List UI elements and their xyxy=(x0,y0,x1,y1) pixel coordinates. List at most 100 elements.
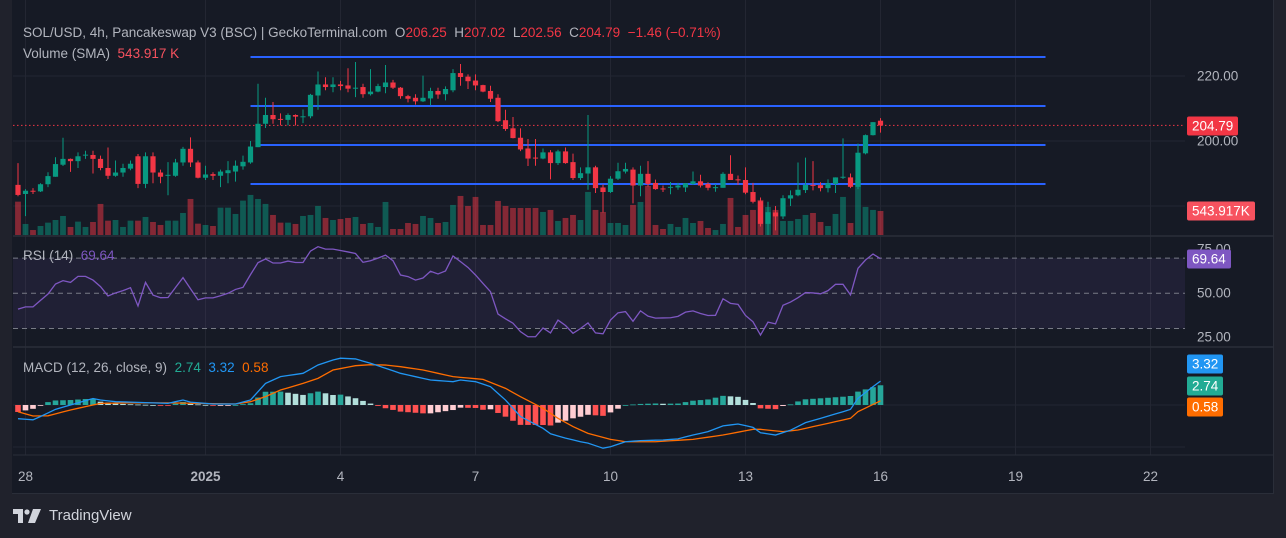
time-tick: 16 xyxy=(872,469,889,484)
candle-body xyxy=(247,146,254,163)
low-value: 202.56 xyxy=(520,25,562,40)
symbol-title: SOL/USD, 4h, Pancakeswap V3 (BSC) | Geck… xyxy=(23,25,388,40)
candle-body xyxy=(120,167,126,173)
change-value: −1.46 (−0.71%) xyxy=(627,25,721,40)
macd-histogram-bar xyxy=(862,389,869,405)
macd-histogram-bar xyxy=(495,405,501,413)
macd-histogram-bar xyxy=(217,405,224,406)
macd-pane xyxy=(15,357,884,449)
macd-histogram-bar xyxy=(532,405,539,425)
candle-body xyxy=(67,158,74,162)
macd-histogram-bar xyxy=(315,391,321,405)
symbol-legend[interactable]: SOL/USD, 4h, Pancakeswap V3 (BSC) | Geck… xyxy=(23,25,721,40)
candle-body xyxy=(675,185,681,188)
candle-body xyxy=(330,84,336,88)
volume-bar xyxy=(150,221,156,235)
macd-histogram-bar xyxy=(187,403,194,405)
macd-signal-value: 0.58 xyxy=(242,360,269,375)
high-value: 207.02 xyxy=(464,25,506,40)
volume-bar xyxy=(622,224,629,235)
chart-frame xyxy=(12,0,1274,494)
rsi-line xyxy=(17,245,881,338)
candle-body xyxy=(817,185,824,189)
candle-body xyxy=(202,174,209,178)
open-value: 206.25 xyxy=(405,25,447,40)
macd-histogram-bar xyxy=(30,405,36,409)
macd-histogram-bar xyxy=(705,399,711,405)
candle-body xyxy=(127,163,134,169)
open-label: O xyxy=(394,25,406,40)
rsi-tick-50: 50.00 xyxy=(1197,285,1231,301)
price-tick-200: 200.00 xyxy=(1197,133,1239,149)
tradingview-logo[interactable]: TradingView xyxy=(13,507,132,524)
high-label: H xyxy=(454,25,464,40)
volume-bar xyxy=(307,214,314,235)
candle-body xyxy=(862,135,869,154)
volume-bar xyxy=(645,185,651,235)
macd-histogram-bar xyxy=(157,405,164,406)
macd-histogram-bar xyxy=(682,402,689,405)
volume-bar xyxy=(412,223,419,235)
macd-histogram-bar xyxy=(667,403,674,405)
candle-body xyxy=(135,156,141,184)
candle-body xyxy=(487,90,494,99)
macd-histogram-bar xyxy=(765,405,771,409)
volume-bar xyxy=(607,222,614,235)
macd-histogram-bar xyxy=(607,405,614,413)
volume-bar xyxy=(435,222,441,235)
volume-bar xyxy=(502,205,509,235)
candle-body xyxy=(780,198,786,217)
volume-bar xyxy=(375,226,381,235)
volume-bar xyxy=(367,222,374,235)
volume-bar xyxy=(720,223,726,235)
macd-histogram-bar xyxy=(300,394,306,405)
candle-body xyxy=(525,148,531,159)
volume-legend[interactable]: Volume (SMA) 543.917 K xyxy=(23,46,179,61)
candle-body xyxy=(750,192,756,202)
rsi-legend[interactable]: RSI (14) 69.64 xyxy=(23,248,115,263)
candle-body xyxy=(502,120,509,129)
volume-bar xyxy=(847,222,854,235)
candle-body xyxy=(52,164,59,177)
volume-bar xyxy=(315,205,321,235)
candle-body xyxy=(742,180,749,193)
candle-body xyxy=(555,151,561,164)
volume-bar xyxy=(450,204,456,235)
candle-body xyxy=(622,168,629,172)
macd-histogram-bar xyxy=(615,405,621,409)
volume-bar xyxy=(465,205,471,235)
volume-bar xyxy=(562,217,569,235)
volume-bar xyxy=(600,211,606,235)
candle-body xyxy=(397,87,404,97)
volume-bar xyxy=(360,223,366,235)
volume-bar xyxy=(472,196,479,235)
volume-bar xyxy=(577,219,584,235)
candle-body xyxy=(727,173,734,180)
low-label: L xyxy=(512,25,521,40)
volume-bar xyxy=(187,198,194,235)
candle-body xyxy=(480,85,486,92)
time-tick: 4 xyxy=(336,469,345,484)
macd-legend[interactable]: MACD (12, 26, close, 9) 2.74 3.32 0.58 xyxy=(23,360,268,375)
volume-bar xyxy=(180,212,186,235)
time-tick: 22 xyxy=(1142,469,1159,484)
candle-body xyxy=(630,169,636,186)
macd-histogram-bar xyxy=(195,404,201,406)
macd-histogram-bar xyxy=(592,405,599,416)
macd-histogram-bar xyxy=(697,400,704,405)
macd-histogram-bar xyxy=(240,404,246,405)
rsi-pane xyxy=(13,245,1185,338)
volume-bar xyxy=(270,214,276,235)
volume-bar xyxy=(637,201,644,235)
volume-bar xyxy=(652,224,659,235)
candle-body xyxy=(240,161,246,167)
macd-histogram-bar xyxy=(225,405,231,406)
candle-body xyxy=(652,182,659,190)
candle-body xyxy=(157,172,164,177)
candle-body xyxy=(720,173,726,188)
macd-histogram-bar xyxy=(577,405,584,417)
volume-bar xyxy=(525,207,531,235)
close-label: C xyxy=(569,25,579,40)
rsi-axis[interactable]: 75.00 50.00 25.00 69.64 xyxy=(1186,237,1273,346)
